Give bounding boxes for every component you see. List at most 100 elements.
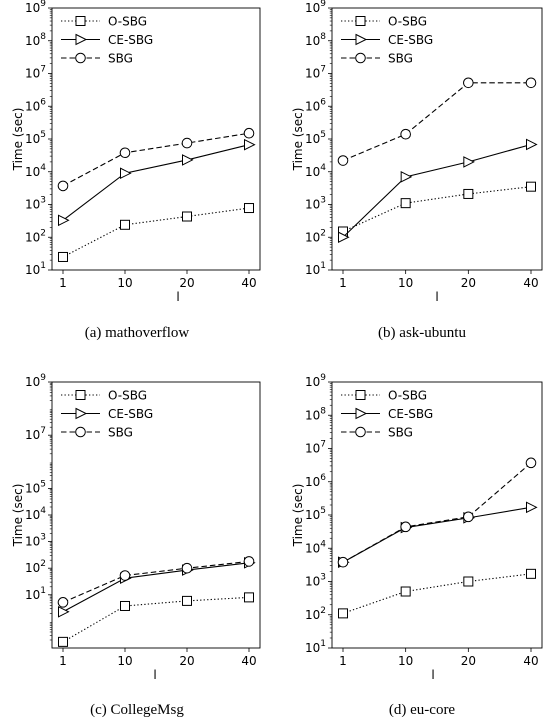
series-line — [342, 143, 532, 238]
y-tick-label: 106 — [305, 473, 326, 489]
y-tick-label: 102 — [305, 228, 326, 244]
y-tick-label: 108 — [305, 32, 326, 48]
series-line — [62, 562, 250, 613]
series-line — [62, 144, 250, 221]
circle-marker — [355, 52, 366, 64]
legend-label: CE-SBG — [108, 33, 153, 47]
square-marker — [400, 586, 411, 597]
circle-marker — [463, 511, 474, 523]
circle-marker — [75, 52, 86, 64]
legend-label: O-SBG — [108, 389, 147, 403]
square-marker — [120, 600, 130, 611]
subfigure-caption: (d) eu-core — [389, 702, 456, 718]
x-tick-label: 40 — [241, 654, 256, 668]
y-tick-label: 103 — [25, 196, 46, 212]
y-axis-label: Time (sec) — [291, 484, 305, 548]
legend-label: CE-SBG — [108, 407, 153, 421]
legend-label: SBG — [108, 426, 133, 440]
square-marker — [182, 211, 192, 222]
series-line — [342, 573, 532, 614]
legend-label: SBG — [108, 52, 133, 66]
triangle-marker — [58, 214, 70, 227]
circle-marker — [119, 570, 131, 581]
triangle-marker — [526, 138, 538, 151]
x-tick-label: 10 — [117, 276, 132, 290]
y-tick-label: 107 — [305, 65, 326, 81]
subfigure-caption: (b) ask-ubuntu — [378, 325, 466, 341]
plot-frame — [331, 7, 543, 271]
y-tick-label: 109 — [25, 373, 46, 389]
x-tick-label: 20 — [179, 276, 194, 290]
plot-frame — [51, 381, 261, 649]
circle-marker — [243, 127, 255, 139]
y-axis-label: Time (sec) — [11, 108, 25, 172]
series-line — [342, 186, 532, 232]
triangle-marker — [120, 167, 132, 180]
y-tick-label: 105 — [25, 479, 46, 495]
legend-label: SBG — [388, 52, 413, 66]
x-tick-label: 1 — [339, 276, 347, 290]
y-tick-label: 101 — [305, 261, 326, 277]
square-marker — [58, 251, 68, 262]
y-tick-label: 104 — [25, 163, 46, 179]
triangle-marker — [58, 605, 70, 618]
square-marker — [526, 568, 536, 579]
x-tick-label: 10 — [398, 654, 413, 668]
y-tick-label: 103 — [25, 533, 46, 549]
square-marker — [182, 595, 192, 606]
y-tick-label: 108 — [25, 32, 46, 48]
circle-marker — [400, 521, 411, 533]
square-marker — [244, 203, 254, 214]
x-axis-label: l — [431, 668, 434, 682]
legend-label: SBG — [388, 426, 413, 440]
x-tick-label: 20 — [461, 654, 476, 668]
triangle-marker — [75, 407, 88, 420]
circle-marker — [525, 77, 537, 89]
triangle-marker — [526, 501, 538, 514]
y-tick-label: 109 — [305, 373, 326, 389]
y-tick-label: 107 — [25, 426, 46, 442]
y-tick-label: 101 — [25, 586, 46, 602]
x-axis-label: l — [176, 290, 179, 304]
square-marker — [463, 576, 474, 587]
y-tick-label: 102 — [25, 559, 46, 575]
chart-panel: 101 102 103 104 105 107 109 1 10 20 40 l Time (sec) O… — [11, 373, 261, 718]
x-tick-label: 1 — [59, 276, 67, 290]
y-tick-label: 105 — [305, 506, 326, 522]
circle-marker — [525, 457, 537, 469]
square-marker — [355, 16, 366, 26]
legend-label: CE-SBG — [388, 33, 433, 47]
triangle-marker — [338, 231, 350, 244]
circle-marker — [119, 147, 131, 159]
y-tick-label: 109 — [25, 0, 46, 15]
triangle-marker — [463, 156, 475, 168]
square-marker — [75, 16, 86, 26]
y-axis-label: Time (sec) — [291, 108, 305, 172]
circle-marker — [181, 562, 193, 574]
y-tick-label: 103 — [305, 573, 326, 589]
series-line — [342, 462, 532, 563]
triangle-marker — [182, 154, 194, 166]
triangle-marker — [400, 171, 413, 183]
y-tick-label: 106 — [305, 97, 326, 113]
square-marker — [58, 636, 68, 647]
series-line — [62, 560, 250, 603]
y-tick-label: 103 — [305, 196, 326, 212]
legend-label: O-SBG — [388, 15, 427, 29]
x-tick-label: 40 — [523, 276, 538, 290]
legend-label: O-SBG — [388, 389, 427, 403]
circle-marker — [57, 597, 69, 608]
triangle-marker — [75, 33, 88, 46]
y-tick-label: 104 — [25, 506, 46, 522]
x-axis-label: l — [153, 668, 156, 682]
square-marker — [400, 198, 411, 209]
series-line — [62, 596, 250, 643]
x-tick-label: 10 — [398, 276, 413, 290]
circle-marker — [57, 180, 69, 192]
subfigure-caption: (c) CollegeMsg — [90, 702, 184, 718]
plot-frame — [331, 381, 543, 649]
y-tick-label: 101 — [25, 261, 46, 277]
